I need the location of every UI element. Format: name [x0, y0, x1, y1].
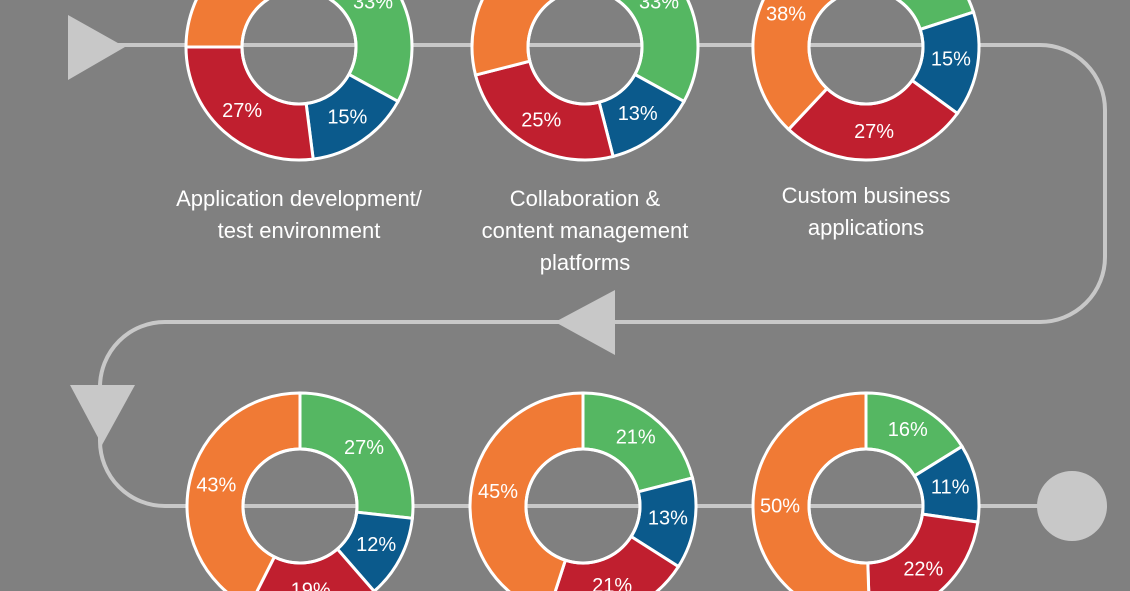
donut-segment [895, 0, 976, 32]
chart-title: Collaboration & [510, 186, 661, 211]
value-label: 15% [327, 106, 367, 128]
value-label: 21% [592, 575, 632, 591]
value-label: 13% [618, 103, 658, 125]
value-label: 29% [497, 0, 537, 5]
left-arrow [555, 290, 615, 355]
value-label: 19% [291, 580, 331, 591]
value-label: 27% [344, 437, 384, 459]
value-label: 22% [903, 558, 943, 580]
chart-title: content management [482, 218, 689, 243]
donut-hole-ring [240, 0, 358, 106]
value-label: 27% [222, 100, 262, 122]
chart-title: platforms [540, 250, 630, 275]
value-label: 25% [521, 109, 561, 131]
value-label: 38% [766, 4, 806, 26]
value-label: 21% [616, 426, 656, 448]
end-dot [1037, 471, 1107, 541]
chart-title: Custom business [782, 183, 951, 208]
value-label: 11% [931, 477, 970, 499]
value-label: 33% [353, 0, 393, 14]
value-label: 15% [931, 49, 971, 71]
value-label: 45% [478, 481, 518, 503]
donut-hole-ring [524, 447, 642, 565]
start-arrow [68, 15, 125, 80]
chart-title: test environment [218, 218, 381, 243]
value-label: 13% [648, 508, 688, 530]
value-label: 16% [888, 419, 928, 441]
value-label: 43% [196, 474, 236, 496]
donut-hole-ring [807, 447, 925, 565]
value-label: 27% [854, 121, 894, 143]
donut-hole-ring [526, 0, 644, 106]
chart-title: applications [808, 215, 924, 240]
value-label: 50% [760, 496, 800, 518]
chart-title: Application development/ [176, 186, 423, 211]
donut-hole-ring [241, 447, 359, 565]
down-arrow [70, 385, 135, 445]
value-label: 12% [356, 534, 396, 556]
value-label: 33% [639, 0, 679, 14]
donut-hole-ring [807, 0, 925, 106]
